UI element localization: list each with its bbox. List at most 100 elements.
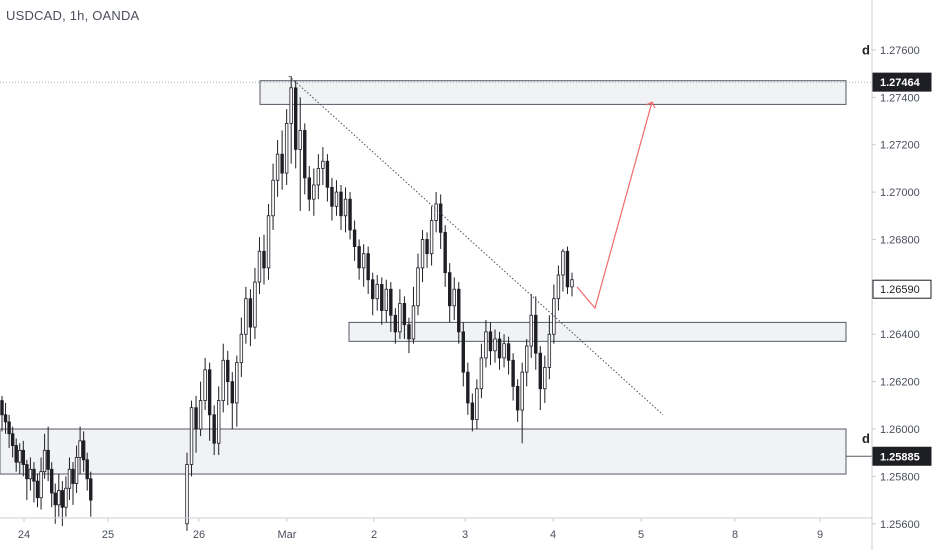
candle-body [475, 388, 479, 420]
candle-body [366, 253, 370, 281]
candle-body [443, 231, 447, 274]
time-tick-label: 4 [550, 529, 556, 541]
candle-body [60, 490, 65, 508]
candle-body [325, 160, 330, 188]
time-tick-label: 25 [102, 529, 114, 541]
candle-body [538, 352, 542, 390]
candle-body [78, 440, 82, 458]
candle-body [411, 305, 416, 340]
candle-body [425, 239, 429, 255]
candle-body [488, 331, 493, 352]
candle-body [226, 359, 230, 383]
candle-body [25, 464, 29, 480]
candle-body [565, 250, 570, 288]
candle-body [230, 381, 234, 404]
candle-body [57, 490, 61, 506]
candle-body [371, 279, 375, 300]
candle-body [470, 402, 475, 420]
zone-label: d [862, 43, 870, 58]
candle-body [343, 198, 348, 217]
candle-body [74, 457, 79, 484]
candle-body [203, 369, 207, 401]
candle-body [307, 177, 311, 200]
time-tick-label: 24 [18, 529, 30, 541]
price-badge-label: 1.26590 [880, 284, 920, 296]
price-axis[interactable]: 1.27600 1.27400 1.27200 1.27000 1.26800 1.264… [871, 0, 920, 550]
candle-body [448, 272, 452, 307]
candle-body [534, 314, 538, 354]
price-tick-label: 1.25800 [880, 471, 920, 483]
candle-body [198, 400, 203, 430]
candle-body [461, 331, 465, 373]
candle-body [416, 267, 420, 307]
time-tick-label: 8 [732, 529, 738, 541]
candle-body [89, 478, 93, 501]
candle-body [271, 179, 275, 217]
projection-arrow [576, 101, 653, 310]
price-tick-label: 1.27000 [880, 187, 920, 199]
candle-body [18, 449, 22, 463]
candle-body [71, 468, 75, 484]
price-badge [872, 72, 932, 92]
candle-body [217, 400, 221, 444]
candle-body [361, 253, 366, 269]
arrowhead-icon [645, 101, 656, 109]
candle-body [32, 468, 36, 482]
candle-body [239, 333, 244, 364]
candle-body [244, 298, 248, 335]
candle-body [50, 468, 54, 494]
candle-body [334, 191, 339, 207]
zone-box [259, 80, 847, 105]
price-badge-label: 1.25885 [880, 451, 920, 463]
price-tick-label: 1.26200 [880, 377, 920, 389]
candle-body [384, 288, 388, 311]
candle-body [375, 284, 379, 300]
candle-body [434, 203, 438, 221]
candle-body [479, 357, 484, 390]
candle-body [185, 464, 189, 525]
candle-body [53, 492, 57, 506]
candle-body [39, 471, 43, 499]
candle-body [330, 186, 334, 207]
candle-body [420, 239, 425, 269]
candle-body [46, 449, 50, 470]
time-tick-label: 2 [371, 529, 377, 541]
time-axis[interactable]: 24 25 26 Mar 2 3 4 5 8 9 [0, 517, 872, 541]
candle-body [457, 288, 461, 333]
candle-body [543, 367, 547, 390]
candle-body [253, 281, 257, 328]
candle-body [511, 359, 515, 387]
candle-body [438, 203, 443, 233]
candle-body [402, 303, 407, 326]
candle-body [561, 250, 565, 276]
candle-body [294, 87, 298, 150]
candle-body [348, 198, 352, 231]
candle-body [352, 229, 357, 247]
candle-body [466, 371, 470, 404]
candle-body [525, 345, 529, 373]
candle-body [248, 298, 253, 328]
trendline [288, 75, 664, 416]
price-tick-label: 1.26400 [880, 329, 920, 341]
candle-body [429, 220, 434, 255]
candle-body [194, 407, 198, 430]
candle-body [235, 362, 239, 404]
candle-body [42, 449, 47, 473]
candle-body [85, 459, 89, 480]
candle-body [357, 246, 361, 269]
candle-body [189, 407, 194, 465]
candle-body [506, 343, 511, 361]
chart-title: USDCAD, 1h, OANDA [6, 8, 140, 23]
candle-body [14, 445, 18, 463]
time-tick-label: 9 [817, 529, 823, 541]
candle-body [81, 440, 86, 461]
chart-drawings [288, 75, 664, 416]
candle-body [7, 421, 11, 435]
supply-demand-zones: dd [0, 43, 872, 475]
price-badge-label: 1.27464 [880, 77, 921, 89]
price-badge [872, 446, 932, 466]
price-badges: 1.27464 1.26590 1.25885 [872, 72, 932, 466]
candle-body [339, 191, 343, 217]
candle-body [398, 303, 402, 333]
